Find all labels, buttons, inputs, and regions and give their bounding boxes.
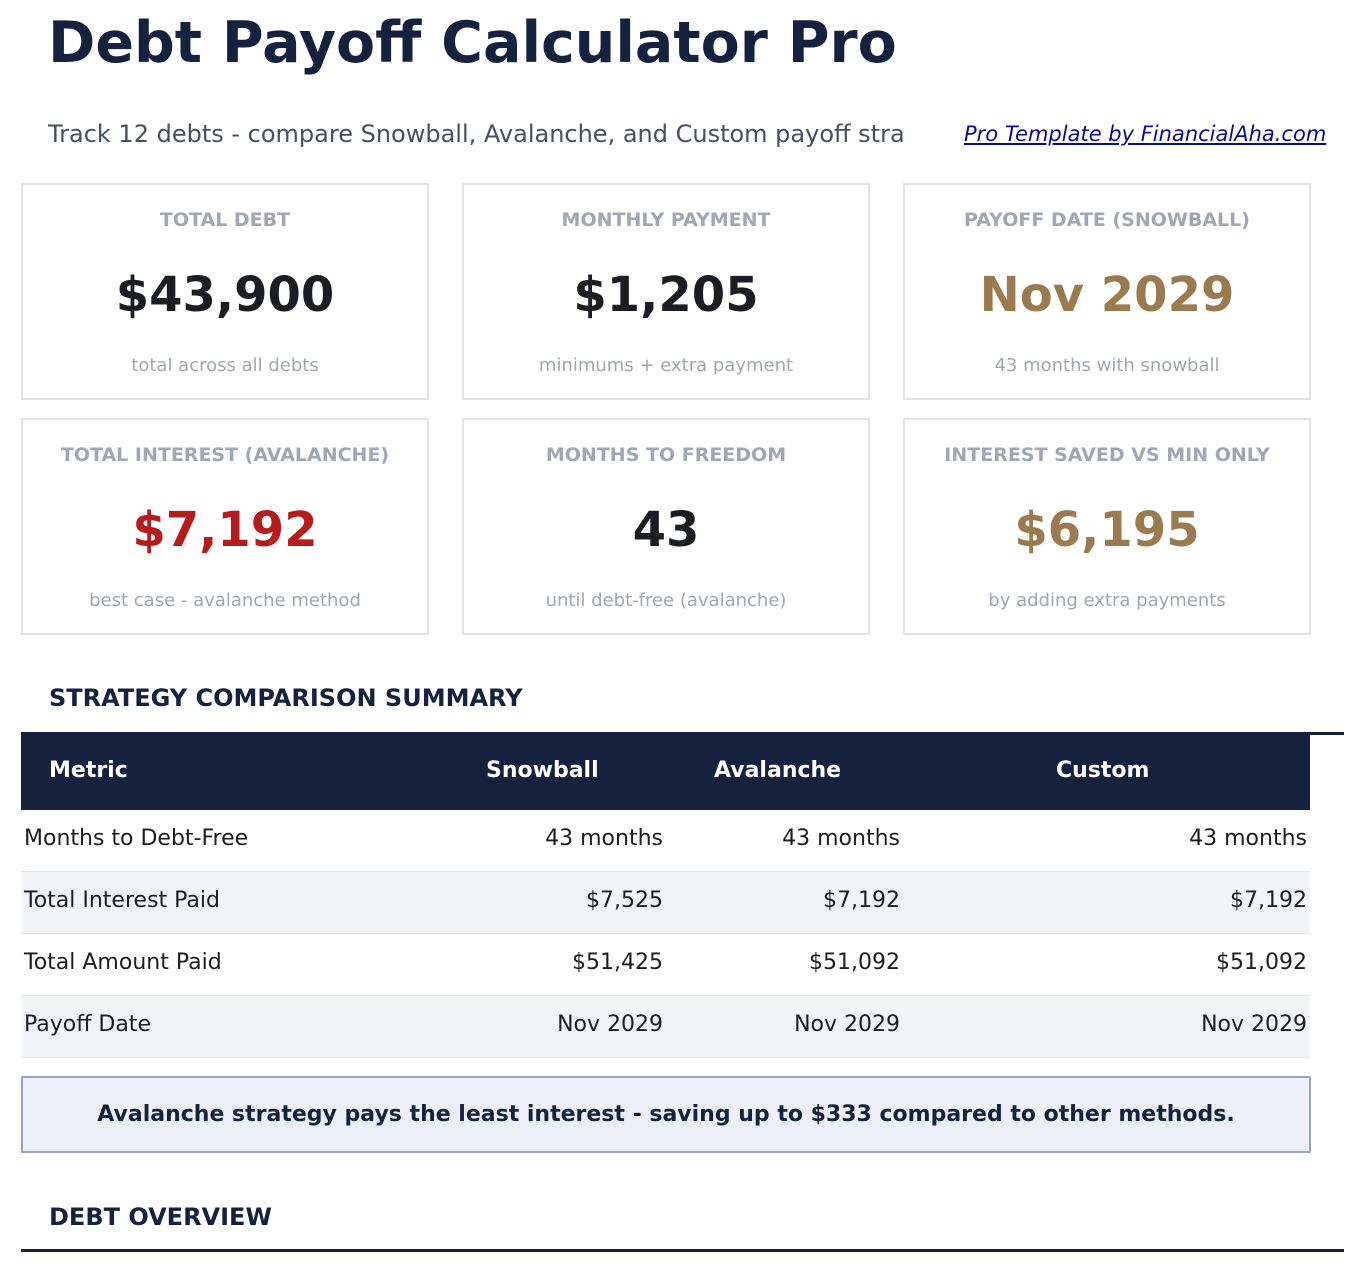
kpi-value: $1,205 [573,267,759,323]
kpi-label: PAYOFF DATE (SNOWBALL) [964,209,1250,231]
table-cell: Nov 2029 [557,1012,663,1037]
kpi-subtext: 43 months with snowball [994,355,1220,376]
page-title: Debt Payoff Calculator Pro [48,10,897,76]
kpi-card: TOTAL INTEREST (AVALANCHE) $7,192 best c… [21,418,429,635]
kpi-subtext: total across all debts [131,355,319,376]
table-cell: $51,092 [1216,950,1307,975]
kpi-value: $43,900 [115,267,335,323]
table-header: Metric Snowball Avalanche Custom [21,734,1310,810]
table-cell: Total Interest Paid [24,888,220,913]
section-title-debt-overview: DEBT OVERVIEW [49,1203,272,1231]
kpi-card: MONTHS TO FREEDOM 43 until debt-free (av… [462,418,870,635]
page-subtitle: Track 12 debts - compare Snowball, Avala… [48,120,905,148]
kpi-value: Nov 2029 [979,267,1235,323]
column-header-custom: Custom [1056,758,1150,783]
kpi-subtext: minimums + extra payment [538,355,794,376]
section-divider [21,1249,1344,1252]
kpi-label: TOTAL INTEREST (AVALANCHE) [60,444,390,466]
table-cell: $7,192 [1230,888,1307,913]
kpi-card: MONTHLY PAYMENT $1,205 minimums + extra … [462,183,870,400]
kpi-card: PAYOFF DATE (SNOWBALL) Nov 2029 43 month… [903,183,1311,400]
section-title-comparison: STRATEGY COMPARISON SUMMARY [49,684,523,712]
table-row: Months to Debt-Free 43 months 43 months 43 … [21,810,1310,872]
table-row: Total Interest Paid $7,525 $7,192 $7,192 [21,872,1310,934]
kpi-subtext: best case - avalanche method [89,590,361,611]
pro-template-link[interactable]: Pro Template by FinancialAha.com [964,122,1327,146]
column-header-avalanche: Avalanche [714,758,842,783]
table-cell: 43 months [545,826,663,851]
kpi-label: MONTHS TO FREEDOM [545,444,787,466]
table-row: Payoff Date Nov 2029 Nov 2029 Nov 2029 [21,996,1310,1058]
kpi-card: TOTAL DEBT $43,900 total across all debt… [21,183,429,400]
column-header-snowball: Snowball [486,758,599,783]
table-row: Total Amount Paid $51,425 $51,092 $51,092 [21,934,1310,996]
table-cell: $7,192 [823,888,900,913]
table-cell: Months to Debt-Free [24,826,249,851]
table-cell: Nov 2029 [1201,1012,1307,1037]
kpi-label: INTEREST SAVED VS MIN ONLY [944,444,1270,466]
section-divider [21,732,1344,735]
table-cell: $7,525 [586,888,663,913]
strategy-callout: Avalanche strategy pays the least intere… [21,1076,1311,1153]
kpi-label: TOTAL DEBT [159,209,291,231]
kpi-value: $6,195 [1014,502,1200,558]
kpi-subtext: by adding extra payments [988,590,1226,611]
kpi-value: 43 [632,502,700,558]
kpi-value: $7,192 [132,502,318,558]
table-cell: Nov 2029 [794,1012,900,1037]
kpi-subtext: until debt-free (avalanche) [545,590,787,611]
column-header-metric: Metric [49,758,128,783]
table-cell: Payoff Date [24,1012,151,1037]
kpi-label: MONTHLY PAYMENT [561,209,771,231]
table-cell: Total Amount Paid [24,950,222,975]
table-cell: $51,092 [809,950,900,975]
kpi-card: INTEREST SAVED VS MIN ONLY $6,195 by add… [903,418,1311,635]
table-cell: 43 months [782,826,900,851]
table-cell: $51,425 [572,950,663,975]
table-cell: 43 months [1189,826,1307,851]
